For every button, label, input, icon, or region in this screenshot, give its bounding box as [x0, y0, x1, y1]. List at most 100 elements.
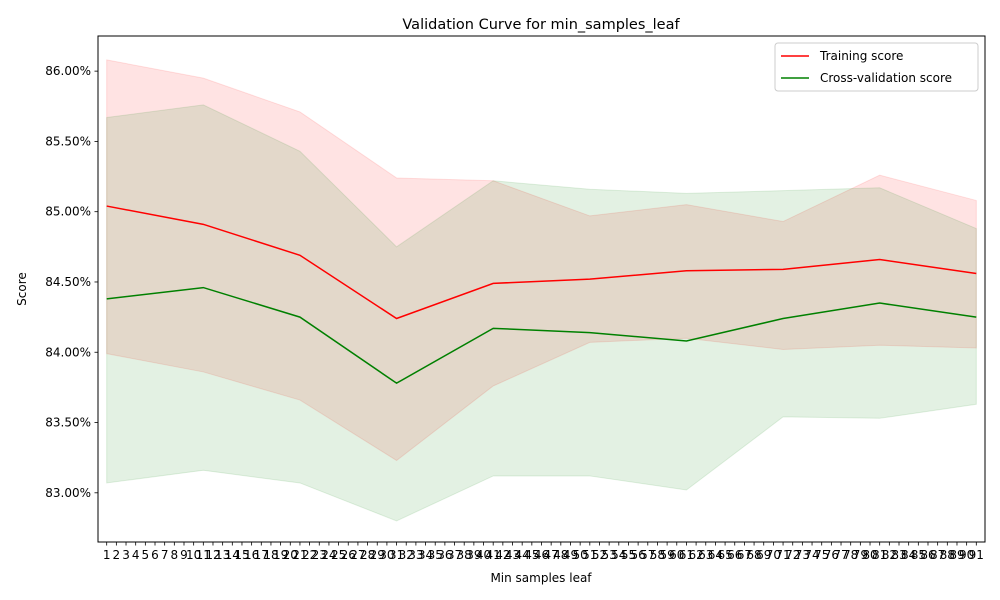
x-tick-label: 16: [244, 548, 259, 562]
x-tick-label: 51: [582, 548, 597, 562]
x-tick-label: 67: [737, 548, 752, 562]
x-tick-label: 77: [833, 548, 848, 562]
x-tick-label: 3: [122, 548, 130, 562]
x-tick-label: 1: [103, 548, 111, 562]
x-tick-label: 73: [795, 548, 810, 562]
x-tick-label: 35: [428, 548, 443, 562]
x-tick-label: 14: [225, 548, 240, 562]
x-tick-label: 33: [408, 548, 423, 562]
legend-label-cross-validation: Cross-validation score: [820, 71, 952, 85]
x-tick-label: 47: [544, 548, 559, 562]
x-tick-label: 56: [630, 548, 645, 562]
x-tick-label: 72: [785, 548, 800, 562]
x-tick-label: 89: [949, 548, 964, 562]
training-score-band: [106, 59, 977, 462]
x-tick-label: 15: [234, 548, 249, 562]
chart-title: Validation Curve for min_samples_leaf: [402, 17, 680, 33]
x-tick-label: 25: [331, 548, 346, 562]
x-tick-label: 11: [196, 548, 211, 562]
x-tick-label: 57: [640, 548, 655, 562]
x-tick-label: 86: [920, 548, 935, 562]
x-tick-label: 64: [708, 548, 723, 562]
x-tick-label: 68: [746, 548, 761, 562]
x-tick-label: 10: [186, 548, 201, 562]
x-tick-label: 12: [205, 548, 220, 562]
x-tick-label: 43: [505, 548, 520, 562]
x-tick-label: 79: [853, 548, 868, 562]
y-axis-label: Score: [15, 272, 29, 306]
legend: Training score Cross-validation score: [774, 42, 979, 92]
x-tick-label: 45: [524, 548, 539, 562]
x-tick-label: 83: [891, 548, 906, 562]
x-tick-label: 85: [911, 548, 926, 562]
x-tick-label: 22: [302, 548, 317, 562]
x-tick-label: 50: [573, 548, 588, 562]
y-tick-label: 84.50%: [45, 275, 91, 289]
x-tick-label: 34: [418, 548, 433, 562]
x-tick-label: 26: [341, 548, 356, 562]
x-tick-label: 69: [756, 548, 771, 562]
y-tick-label: 83.00%: [45, 486, 91, 500]
y-tick-label: 85.50%: [45, 134, 91, 148]
x-tick-label: 38: [457, 548, 472, 562]
score-lines: [106, 205, 977, 385]
x-tick-label: 82: [882, 548, 897, 562]
cross-validation-score-band: [106, 104, 977, 522]
confidence-bands: [106, 59, 977, 522]
x-tick-label: 71: [775, 548, 790, 562]
x-tick-label: 6: [151, 548, 159, 562]
x-tick-label: 24: [321, 548, 336, 562]
plot-frame: [97, 35, 986, 543]
x-tick-label: 76: [824, 548, 839, 562]
x-tick-label: 40: [476, 548, 491, 562]
x-tick-label: 18: [263, 548, 278, 562]
x-axis: 1 2 3 4 5 6 7 8 91011121314151617181920212223242…: [103, 542, 984, 562]
legend-label-training: Training score: [819, 49, 903, 63]
cross-validation-score-line: [106, 286, 977, 385]
x-tick-label: 81: [872, 548, 887, 562]
x-tick-label: 49: [563, 548, 578, 562]
x-tick-label: 88: [940, 548, 955, 562]
x-tick-label: 53: [601, 548, 616, 562]
x-tick-label: 66: [727, 548, 742, 562]
y-axis: 83.00% 83.50% 84.00% 84.50% 85.00% 85.50% 86.0…: [45, 64, 98, 500]
x-tick-label: 13: [215, 548, 230, 562]
x-tick-label: 78: [843, 548, 858, 562]
x-tick-label: 87: [930, 548, 945, 562]
x-tick-label: 39: [466, 548, 481, 562]
x-tick-label: 32: [399, 548, 414, 562]
x-tick-label: 28: [360, 548, 375, 562]
x-tick-label: 48: [553, 548, 568, 562]
x-tick-label: 74: [804, 548, 819, 562]
x-axis-label: Min samples leaf: [490, 571, 592, 585]
x-tick-label: 84: [901, 548, 916, 562]
x-tick-label: 62: [688, 548, 703, 562]
x-tick-label: 23: [312, 548, 327, 562]
training-score-line: [106, 205, 977, 320]
x-tick-label: 65: [717, 548, 732, 562]
y-tick-label: 85.00%: [45, 205, 91, 219]
x-tick-label: 60: [669, 548, 684, 562]
x-tick-label: 21: [292, 548, 307, 562]
x-tick-label: 42: [495, 548, 510, 562]
x-tick-label: 19: [273, 548, 288, 562]
x-tick-label: 63: [698, 548, 713, 562]
x-tick-label: 52: [592, 548, 607, 562]
x-tick-label: 31: [389, 548, 404, 562]
x-tick-label: 7: [161, 548, 169, 562]
x-tick-label: 80: [862, 548, 877, 562]
x-tick-label: 8: [171, 548, 179, 562]
x-tick-label: 54: [611, 548, 626, 562]
x-tick-label: 20: [283, 548, 298, 562]
y-tick-label: 83.50%: [45, 416, 91, 430]
y-tick-label: 86.00%: [45, 64, 91, 78]
x-tick-label: 30: [379, 548, 394, 562]
x-tick-label: 29: [370, 548, 385, 562]
x-tick-label: 55: [621, 548, 636, 562]
x-tick-label: 91: [969, 548, 984, 562]
x-tick-label: 41: [486, 548, 501, 562]
x-tick-label: 5: [142, 548, 150, 562]
x-tick-label: 59: [659, 548, 674, 562]
x-tick-label: 9: [180, 548, 188, 562]
